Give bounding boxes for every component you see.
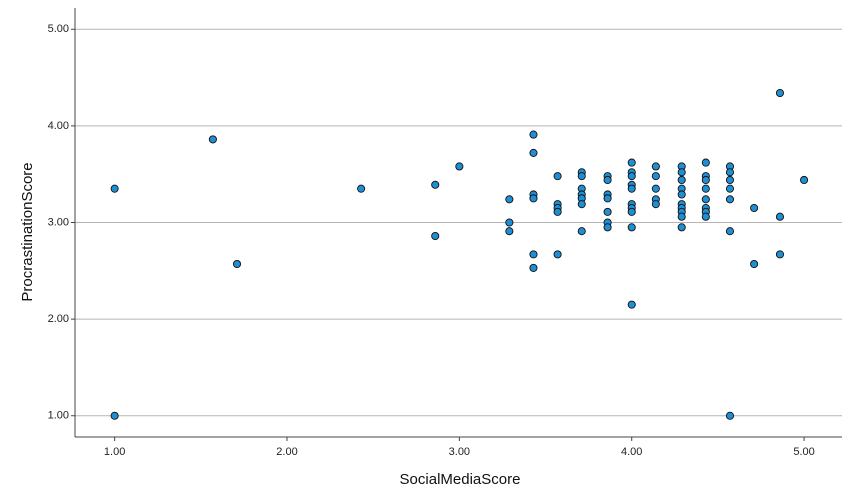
point	[529, 130, 538, 139]
point	[553, 172, 562, 181]
point	[775, 250, 785, 259]
point	[232, 259, 242, 269]
point	[577, 227, 586, 236]
point	[603, 194, 612, 203]
point	[651, 184, 660, 193]
point	[627, 172, 636, 181]
x-tick-label: 5.00	[793, 446, 814, 458]
point	[627, 158, 636, 167]
point	[701, 212, 710, 221]
x-tick-label: 3.00	[449, 446, 470, 458]
point	[627, 184, 636, 193]
point	[455, 162, 464, 171]
point	[208, 135, 217, 144]
point	[110, 184, 119, 193]
point	[750, 259, 759, 269]
point	[577, 172, 586, 181]
point	[627, 207, 636, 216]
point	[627, 300, 636, 309]
y-tick-label: 2.00	[48, 313, 69, 325]
point	[701, 195, 710, 204]
point	[725, 411, 735, 420]
point	[701, 184, 710, 193]
point	[677, 190, 686, 199]
point	[603, 223, 612, 232]
y-tick-label: 5.00	[48, 23, 69, 35]
y-axis-title: ProcrastinationScore	[19, 162, 36, 301]
point	[505, 218, 514, 227]
point	[529, 263, 538, 272]
point	[677, 212, 686, 221]
point	[529, 194, 538, 203]
point	[725, 175, 735, 185]
point	[651, 172, 660, 181]
point	[701, 175, 710, 185]
y-tick-label: 1.00	[48, 410, 69, 422]
point	[651, 200, 660, 209]
y-tick-label: 4.00	[48, 120, 69, 132]
point	[725, 227, 735, 236]
y-tick-label: 3.00	[48, 216, 69, 228]
point	[775, 88, 785, 98]
point	[505, 227, 514, 236]
point	[677, 175, 686, 185]
point	[577, 200, 586, 209]
point	[553, 207, 562, 216]
point	[553, 250, 562, 259]
point	[529, 250, 538, 259]
point	[725, 184, 735, 193]
point	[651, 162, 660, 171]
point	[431, 180, 440, 189]
point	[775, 212, 785, 221]
point	[603, 175, 612, 185]
x-axis-title: SocialMediaScore	[400, 471, 521, 488]
point	[677, 223, 686, 232]
point	[627, 223, 636, 232]
point	[431, 231, 440, 241]
point	[529, 148, 538, 157]
point	[750, 203, 759, 213]
point	[725, 168, 735, 177]
point	[357, 184, 366, 193]
point	[603, 207, 612, 216]
point	[110, 411, 119, 420]
x-tick-label: 1.00	[104, 446, 125, 458]
x-tick-label: 4.00	[621, 446, 642, 458]
point	[677, 168, 686, 177]
point	[725, 195, 735, 204]
x-tick-label: 2.00	[276, 446, 297, 458]
point	[800, 175, 809, 185]
point	[701, 158, 710, 167]
point	[505, 195, 514, 204]
